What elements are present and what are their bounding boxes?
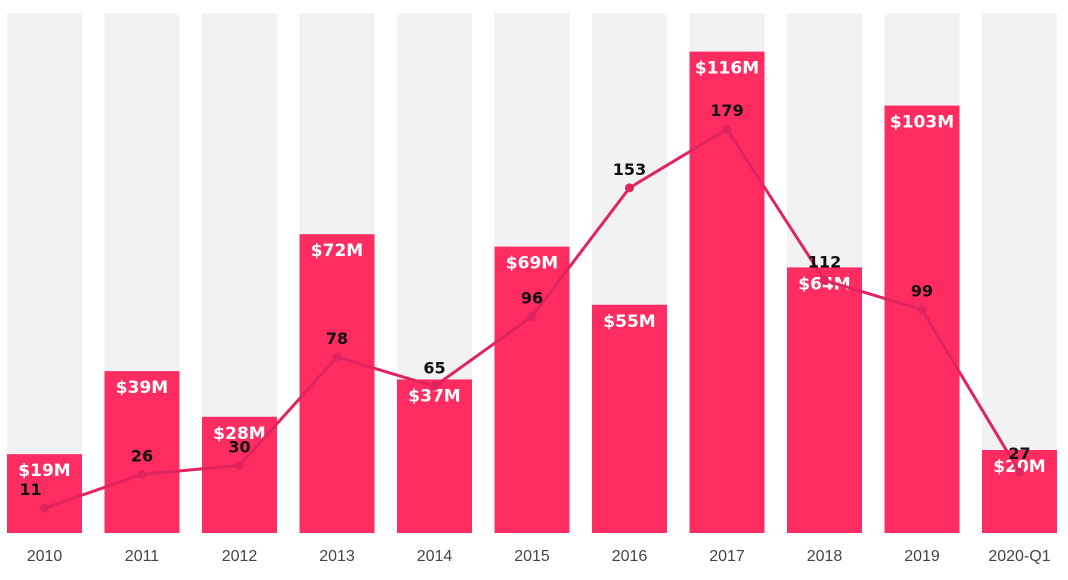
x-tick-label-2018: 2018 [807,548,843,565]
x-tick-label-2013: 2013 [319,548,355,565]
line-point-2013 [332,352,342,362]
bar-value-labels: $19M$39M$28M$72M$37M$69M$55M$116M$64M$10… [18,59,1045,482]
x-tick-label-2010: 2010 [27,548,63,565]
bar-value-label-2017: $116M [695,59,759,79]
x-tick-label-2017: 2017 [709,548,745,565]
bar-value-label-2016: $55M [603,312,655,332]
line-point-2016 [625,183,634,193]
bar-value-label-2014: $37M [408,386,460,406]
x-tick-label-2016: 2016 [612,548,648,565]
line-point-2014 [430,381,439,391]
bar-value-label-2011: $39M [116,378,168,398]
bar-2013 [299,234,375,533]
bar-2011 [104,371,180,533]
line-value-label-2013: 78 [326,329,348,348]
x-tick-label-2014: 2014 [417,548,453,565]
bar-2020-Q1 [982,450,1057,533]
bar-track-2010 [7,13,82,533]
bar-2014 [397,379,472,533]
bar-value-label-2012: $28M [213,424,265,444]
bar-series [7,51,1057,534]
bar-value-label-2015: $69M [506,254,558,274]
line-point-2012 [235,460,244,470]
bar-2019 [884,105,960,534]
bar-2010 [7,454,82,533]
bar-value-label-2019: $103M [890,113,954,133]
line-value-label-2019: 99 [911,282,933,301]
line-value-label-2018: 112 [808,252,841,271]
line-point-2018 [820,275,829,285]
bar-2017 [689,51,765,533]
line-value-label-2011: 26 [131,446,153,465]
line-point-2019 [917,305,927,315]
line-point-2017 [722,124,732,134]
x-tick-label-2020-Q1: 2020-Q1 [988,548,1050,565]
line-value-label-2010: 11 [19,480,41,499]
line-value-label-2015: 96 [521,288,543,307]
x-tick-label-2012: 2012 [222,548,258,565]
bar-value-label-2013: $72M [311,241,363,261]
bar-value-label-2020-Q1: $20M [993,457,1045,477]
line-point-2011 [137,469,147,479]
line-value-label-2014: 65 [423,358,445,377]
x-tick-label-2019: 2019 [904,548,940,565]
line-series [40,124,1024,513]
x-tick-label-2011: 2011 [125,548,160,565]
line-point-2015 [527,311,537,321]
line-point-2010 [40,503,49,513]
bar-2015 [494,246,570,533]
bar-2018 [787,267,862,533]
line-value-label-2012: 30 [228,437,250,456]
line-value-label-2017: 179 [710,101,743,120]
x-axis-ticks: 2010 2011 2012 2013 2014 2015 2016 2017 2018 2019… [27,548,1051,565]
line-value-labels: 11 26 30 78 65 96 153 179 112 99 27 [19,101,1030,499]
line-point-2020-Q1 [1015,467,1024,477]
line-value-label-2020-Q1: 27 [1008,444,1030,463]
x-tick-label-2015: 2015 [514,548,550,565]
bar-track-2020-Q1 [982,13,1057,533]
bar-2016 [592,304,667,533]
bar-value-label-2010: $19M [18,461,70,481]
line-value-label-2016: 153 [613,160,646,179]
